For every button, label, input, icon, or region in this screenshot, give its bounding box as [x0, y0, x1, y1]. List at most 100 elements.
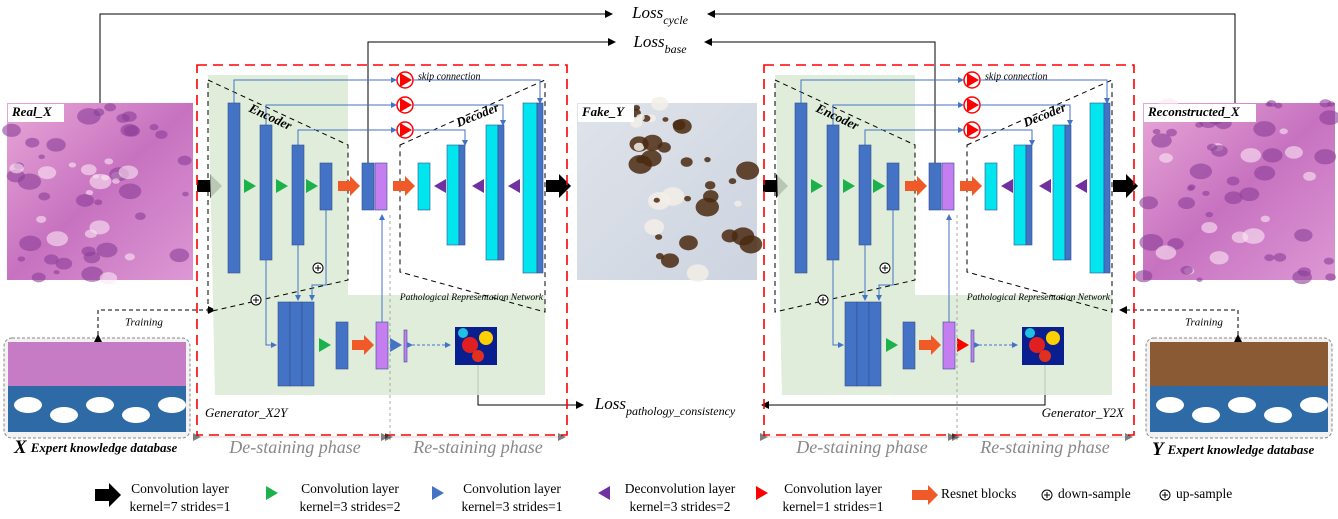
- loss-pathology: Losspathology_consistency: [594, 394, 736, 418]
- tissue-cell: [1327, 101, 1335, 106]
- skip-label: skip connection: [418, 71, 480, 82]
- tissue-cell: [729, 178, 737, 184]
- tissue-cell: [1325, 273, 1336, 281]
- tissue-cell: [641, 150, 662, 167]
- layer-bar: [827, 125, 839, 260]
- tissue-cell: [1262, 148, 1282, 162]
- database-label: YExpert knowledge database: [1152, 439, 1314, 460]
- tissue-cell: [119, 183, 141, 199]
- layer-bar: [971, 330, 974, 362]
- tissue-cell: [104, 158, 113, 164]
- tissue-cell: [1196, 278, 1202, 282]
- layer-bar: [537, 103, 543, 273]
- connector: [980, 130, 1032, 145]
- tissue-cell: [1254, 166, 1275, 181]
- database-tissue: [8, 342, 186, 386]
- mask-hole: [50, 407, 78, 423]
- triangle: [1001, 179, 1013, 193]
- mask-hole: [158, 397, 186, 413]
- tissue-cell: [1227, 177, 1240, 186]
- layer-bar: [418, 163, 430, 210]
- image-label: Reconstructed_X: [1147, 104, 1240, 119]
- tissue-cell: [96, 243, 117, 258]
- tissue-cell: [178, 156, 192, 166]
- tissue-cell: [2, 124, 21, 137]
- tissue-cell: [703, 190, 718, 202]
- thick-arrow: [912, 485, 938, 505]
- tissue-cell: [54, 270, 60, 274]
- phase-label: De-staining phase: [795, 437, 927, 457]
- heatmap-blob: [1025, 328, 1035, 338]
- db-text: Expert knowledge database: [30, 440, 178, 455]
- tissue-cell: [1253, 121, 1275, 137]
- tissue-cell: [81, 164, 97, 175]
- layer-bar: [292, 145, 304, 245]
- tissue-cell: [25, 138, 39, 148]
- tissue-cell: [125, 253, 135, 260]
- tissue-cell: [46, 138, 65, 152]
- tissue-cell: [679, 235, 698, 250]
- legend-detail: kernel=3 strides=2: [299, 499, 400, 514]
- tissue-cell: [89, 220, 109, 234]
- training-label: Training: [1185, 317, 1223, 329]
- triangle: [266, 486, 278, 500]
- tissue-cell: [662, 117, 668, 122]
- triangle: [1039, 179, 1051, 193]
- layer-bar: [1065, 125, 1071, 260]
- tissue-cell: [1159, 153, 1173, 163]
- tissue-cell: [1279, 128, 1287, 134]
- tissue-cell: [69, 162, 76, 167]
- db-letter: X: [13, 437, 28, 458]
- tissue-cell: [736, 161, 759, 179]
- triangle: [434, 179, 446, 193]
- tissue-cell: [684, 196, 691, 202]
- tissue-cell: [182, 192, 189, 197]
- loss-base: Lossbase: [632, 32, 687, 56]
- legend-title: Resnet blocks: [941, 486, 1016, 501]
- tissue-cell: [76, 194, 94, 207]
- connector: [980, 80, 1107, 103]
- triangle: [432, 486, 444, 500]
- tissue-cell: [1303, 172, 1316, 181]
- legend-title: Convolution layer: [131, 481, 229, 496]
- image-label: Fake_Y: [581, 104, 625, 119]
- tissue-cell: [170, 248, 189, 262]
- layer-bar: [260, 125, 272, 260]
- layer-bar: [1014, 145, 1026, 245]
- connector: [100, 14, 612, 103]
- network-label: Pathological Representation Network: [966, 293, 1111, 303]
- tissue-cell: [1187, 186, 1194, 191]
- layer-bar: [1026, 145, 1032, 245]
- tissue-cell: [1285, 146, 1303, 159]
- tissue-cell: [1153, 129, 1161, 134]
- tissue-cell: [1135, 270, 1152, 282]
- tissue-cell: [100, 272, 117, 284]
- tissue-cell: [654, 198, 660, 203]
- legend-detail: kernel=3 strides=2: [629, 499, 730, 514]
- tissue-cell: [673, 120, 686, 130]
- loss-sub: base: [665, 42, 688, 56]
- tissue-cell: [681, 157, 693, 167]
- legend-title: Deconvolution layer: [625, 481, 736, 496]
- tissue-cell: [104, 103, 116, 111]
- mask-hole: [1264, 407, 1292, 423]
- triangle: [756, 486, 768, 500]
- tissue-cell: [1151, 133, 1171, 147]
- tissue-cell: [1201, 222, 1217, 233]
- layer-bar: [375, 163, 387, 210]
- tissue-cell: [1298, 267, 1311, 276]
- tissue-cell: [150, 124, 159, 130]
- tissue-cell: [1210, 251, 1229, 264]
- layer-bar: [857, 302, 869, 386]
- layer-bar: [447, 145, 459, 245]
- tissue-cell: [112, 178, 120, 183]
- generator-label: Generator_Y2X: [1042, 405, 1125, 420]
- tissue-cell: [119, 165, 139, 179]
- legend-title: down-sample: [1058, 486, 1131, 501]
- layer-bar: [336, 322, 348, 369]
- mask-hole: [1300, 397, 1328, 413]
- mask-hole: [1156, 397, 1184, 413]
- loss-cycle: Losscycle: [631, 3, 689, 27]
- mask-hole: [1228, 397, 1256, 413]
